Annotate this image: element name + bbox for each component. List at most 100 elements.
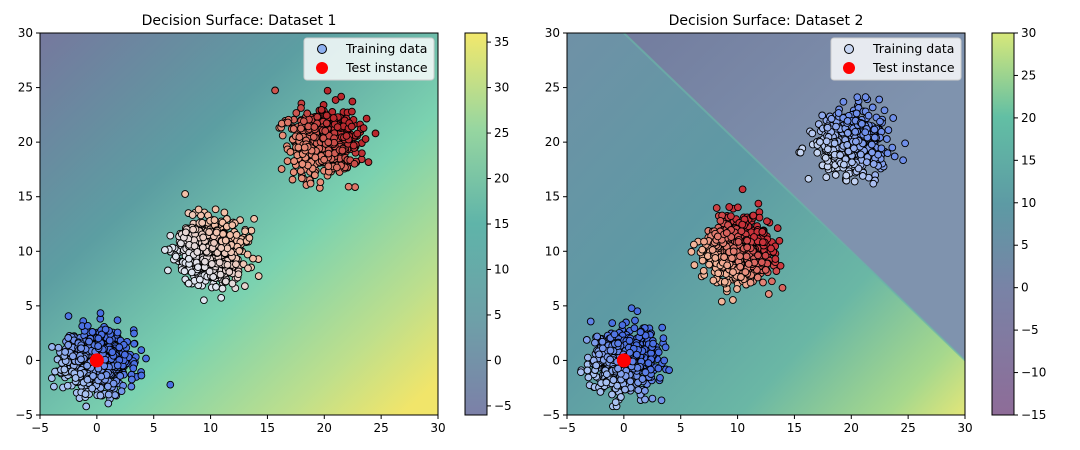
- data-point: [180, 267, 189, 276]
- data-point: [324, 138, 333, 147]
- data-point: [208, 260, 216, 268]
- data-point: [722, 229, 731, 237]
- data-point: [714, 269, 723, 278]
- data-point: [864, 111, 873, 120]
- scatter-points-2: [577, 93, 909, 411]
- data-point: [297, 104, 305, 112]
- data-point: [188, 211, 197, 219]
- data-point: [808, 129, 817, 138]
- data-point: [734, 203, 742, 212]
- data-point: [303, 109, 312, 118]
- data-point: [116, 372, 125, 380]
- data-point: [225, 268, 234, 276]
- cluster-3: [271, 86, 380, 192]
- data-point: [316, 178, 325, 187]
- data-point: [754, 199, 763, 208]
- legend-label-test-2: Test instance: [872, 60, 955, 75]
- data-point: [244, 264, 252, 273]
- data-point: [94, 342, 102, 350]
- data-point: [625, 336, 634, 345]
- legend-label-test-1: Test instance: [345, 60, 428, 75]
- cluster-3: [795, 93, 909, 188]
- colorbar-tick-label: 10: [1021, 196, 1036, 210]
- y-tick-label: 5: [25, 299, 33, 313]
- data-point: [861, 128, 870, 137]
- test-instance-point: [89, 353, 104, 368]
- colorbar-tick-label: 20: [494, 172, 509, 186]
- data-point: [311, 171, 319, 180]
- data-point: [77, 344, 85, 353]
- data-point: [614, 339, 622, 348]
- legend-marker-test-1: [316, 62, 328, 74]
- data-point: [660, 356, 669, 365]
- data-point: [606, 346, 615, 355]
- data-point: [764, 290, 773, 298]
- x-tick-label: 30: [430, 421, 445, 435]
- y-tick-label: 15: [18, 190, 33, 204]
- data-point: [577, 368, 585, 377]
- data-point: [64, 341, 73, 349]
- data-point: [96, 391, 105, 400]
- cluster-2: [161, 190, 263, 305]
- data-point: [661, 343, 670, 352]
- data-point: [868, 103, 877, 112]
- x-tick-label: 25: [901, 421, 916, 435]
- data-point: [737, 273, 745, 281]
- data-point: [212, 228, 221, 237]
- data-point: [83, 321, 92, 330]
- data-point: [743, 243, 752, 252]
- data-point: [880, 106, 889, 115]
- data-point: [221, 236, 230, 245]
- legend-1: Training data Test instance: [303, 37, 435, 81]
- data-point: [104, 382, 112, 391]
- legend-marker-training-1: [317, 44, 327, 54]
- data-point: [883, 149, 892, 158]
- colorbar-tick-label: 35: [494, 35, 509, 49]
- panel-2: Decision Surface: Dataset 2 −5 0 5 10 15 20 25…: [542, 13, 1046, 435]
- data-point: [606, 355, 614, 364]
- x-tick-label: 5: [150, 421, 158, 435]
- data-point: [611, 398, 620, 407]
- colorbar-tick-label: 20: [1021, 111, 1036, 125]
- data-point: [868, 148, 876, 157]
- data-point: [822, 173, 831, 182]
- data-point: [736, 262, 745, 271]
- x-tick-label: 15: [260, 421, 275, 435]
- data-point: [763, 217, 771, 226]
- colorbar-tick-label: 25: [1021, 68, 1036, 82]
- data-point: [297, 124, 305, 133]
- data-point: [870, 133, 879, 142]
- data-point: [64, 312, 73, 320]
- data-point: [113, 328, 122, 337]
- data-point: [608, 319, 617, 327]
- data-point: [742, 252, 751, 261]
- data-point: [54, 343, 63, 352]
- legend-box-2: [830, 37, 962, 81]
- y-tick-label: −5: [15, 408, 33, 422]
- data-point: [221, 277, 230, 286]
- x-tick-label: −5: [558, 421, 576, 435]
- data-point: [657, 396, 666, 405]
- colorbar-1: −5 0 5 10 15 20 25 30 35: [464, 32, 512, 416]
- y-tick-label: 25: [18, 81, 33, 95]
- data-point: [286, 148, 295, 156]
- colorbar-tick-label: 15: [494, 217, 509, 231]
- data-point: [166, 380, 175, 389]
- data-point: [215, 258, 224, 267]
- data-point: [97, 372, 106, 381]
- data-point: [120, 350, 129, 359]
- data-point: [310, 123, 319, 131]
- data-point: [228, 279, 237, 288]
- data-point: [210, 216, 219, 224]
- test-instance-point: [616, 353, 631, 368]
- data-point: [729, 247, 738, 256]
- data-point: [596, 388, 605, 396]
- data-point: [877, 144, 886, 153]
- data-point: [277, 119, 286, 128]
- data-point: [899, 156, 907, 165]
- data-point: [584, 373, 593, 382]
- data-point: [687, 247, 696, 256]
- data-point: [113, 316, 122, 325]
- data-point: [613, 381, 622, 390]
